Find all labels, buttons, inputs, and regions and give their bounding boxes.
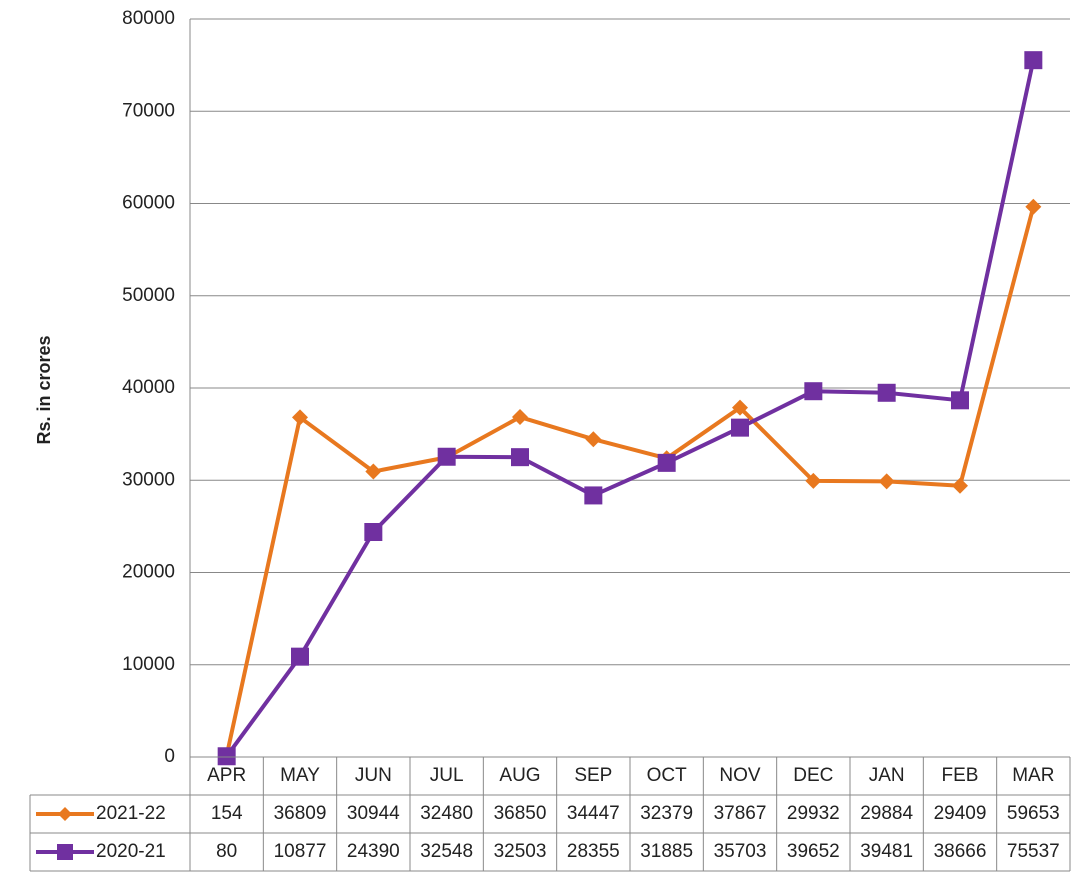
point	[292, 409, 308, 426]
table-value: 28355	[567, 841, 620, 862]
x-tick-label: SEP	[574, 765, 612, 786]
x-tick-label: AUG	[499, 765, 540, 786]
series-line	[225, 59, 1036, 758]
y-tick-label: 70000	[122, 100, 175, 121]
y-tick-label: 20000	[122, 562, 175, 583]
table-value: 29884	[860, 803, 913, 824]
point	[952, 477, 968, 494]
table-value: 32548	[420, 841, 473, 862]
table-value: 80	[216, 841, 237, 862]
legend-label: 2020-21	[96, 841, 166, 862]
point	[511, 448, 529, 467]
y-tick-label: 60000	[122, 193, 175, 214]
table-value: 10877	[274, 841, 327, 862]
series-line	[224, 206, 1036, 757]
point	[584, 486, 603, 505]
table-value: 36809	[274, 803, 327, 824]
table-value: 32379	[640, 803, 693, 824]
table-value: 35703	[714, 841, 767, 862]
table-value: 38666	[934, 841, 987, 862]
y-tick-label: 40000	[122, 377, 175, 398]
y-tick-label: 80000	[122, 8, 175, 29]
x-tick-label: FEB	[942, 765, 979, 786]
point	[732, 399, 748, 416]
table-value: 39652	[787, 841, 840, 862]
table-value: 30944	[347, 803, 400, 824]
x-tick-label: MAR	[1012, 765, 1054, 786]
point	[657, 453, 676, 472]
y-tick-label: 50000	[122, 285, 175, 306]
table-value: 39481	[860, 841, 913, 862]
point	[805, 472, 822, 489]
x-tick-label: OCT	[647, 765, 688, 786]
legend-marker	[57, 844, 73, 860]
x-tick-label: APR	[207, 765, 246, 786]
table-value: 36850	[494, 803, 547, 824]
point	[731, 418, 749, 437]
y-axis-label: Rs. in crores	[34, 335, 54, 444]
point	[877, 383, 896, 402]
point	[1024, 51, 1043, 70]
point	[878, 473, 895, 490]
x-tick-label: NOV	[719, 765, 761, 786]
point	[585, 431, 602, 448]
point	[291, 647, 309, 666]
legend-label: 2021-22	[96, 803, 166, 824]
point	[365, 463, 382, 480]
table-value: 24390	[347, 841, 400, 862]
point	[804, 382, 823, 401]
table-value: 32503	[494, 841, 547, 862]
point	[512, 409, 528, 426]
x-tick-label: DEC	[793, 765, 833, 786]
legend-marker	[58, 807, 72, 821]
table-value: 37867	[714, 803, 767, 824]
y-tick-label: 0	[164, 746, 175, 767]
table-value: 29932	[787, 803, 840, 824]
point	[217, 747, 236, 766]
point	[951, 391, 969, 410]
y-tick-label: 30000	[122, 469, 175, 490]
point	[437, 447, 456, 466]
point	[364, 523, 383, 542]
table-value: 154	[211, 803, 243, 824]
table-value: 29409	[934, 803, 987, 824]
table-value: 34447	[567, 803, 620, 824]
table-value: 32480	[420, 803, 473, 824]
x-tick-label: JUN	[355, 765, 392, 786]
point	[1025, 198, 1042, 215]
x-tick-label: JAN	[869, 765, 905, 786]
x-tick-label: MAY	[280, 765, 320, 786]
table-value: 59653	[1007, 803, 1060, 824]
y-tick-label: 10000	[122, 654, 175, 675]
table-value: 31885	[640, 841, 693, 862]
x-tick-label: JUL	[430, 765, 464, 786]
table-value: 75537	[1007, 841, 1060, 862]
